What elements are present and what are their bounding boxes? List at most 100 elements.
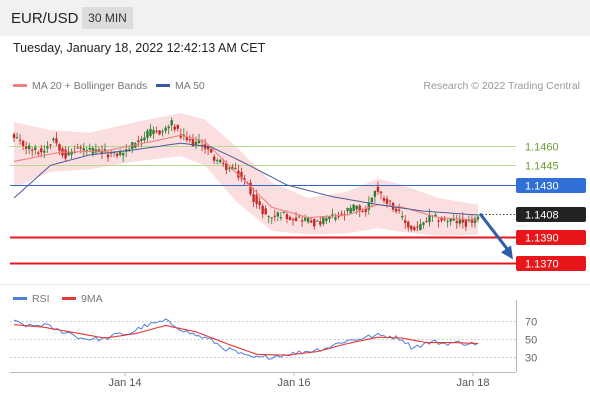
candle-body [267, 216, 270, 218]
candle-body [118, 151, 122, 155]
candle-body [273, 215, 277, 217]
candle-body [164, 127, 167, 131]
candle-body [228, 167, 231, 169]
candle-body [449, 218, 452, 222]
candle-body [179, 134, 182, 138]
candle-body [155, 131, 158, 133]
forecast-arrow-head [501, 245, 513, 260]
candle-body [58, 144, 61, 151]
candle-body [18, 139, 22, 141]
candle-body [115, 153, 119, 157]
candle-body [331, 214, 334, 216]
candle-body [21, 140, 25, 146]
legend-9ma-label: 9MA [81, 293, 103, 305]
candle-body [279, 217, 283, 219]
candle-body [452, 218, 455, 221]
ma20-swatch [13, 83, 27, 87]
candle-body [388, 200, 392, 202]
candle-body [382, 198, 386, 201]
ma20-line [13, 134, 479, 221]
legend-rsi: RSI [13, 293, 50, 305]
candle-body [404, 220, 407, 223]
candle-body [306, 218, 310, 223]
candle-body [161, 131, 164, 133]
candle-body [385, 198, 389, 204]
candle-body [185, 137, 189, 141]
candle-body [43, 150, 46, 153]
timeframe-button[interactable]: 30 MIN [82, 7, 133, 29]
candle-body [313, 218, 316, 227]
candle-body [30, 149, 34, 151]
level-tag-support [516, 230, 586, 245]
ma9-swatch [62, 296, 76, 300]
candle-body [349, 207, 352, 214]
candle-body [170, 120, 173, 126]
legend-9ma: 9MA [62, 293, 103, 305]
legend-ma20: MA 20 + Bollinger Bands [13, 80, 147, 92]
candle-body [428, 214, 431, 223]
candle-body [464, 219, 468, 227]
candle-body [209, 149, 213, 153]
candle-body [212, 156, 216, 161]
candle-body [419, 224, 422, 230]
legend-ma50-label: MA 50 [175, 80, 205, 92]
candle-body [340, 213, 343, 215]
candle-body [52, 138, 55, 141]
candle-body [458, 219, 462, 224]
candle-body [49, 144, 52, 146]
candle-body [215, 160, 219, 162]
candle-body [67, 151, 70, 156]
rsi-tick-label: 70 [525, 317, 537, 329]
ma50-swatch [156, 83, 170, 87]
ma50-line [13, 142, 479, 216]
candle-body [440, 217, 443, 221]
legend-rsi-label: RSI [32, 293, 50, 305]
candle-body [222, 162, 225, 164]
candle-body [400, 215, 404, 218]
candle-body [146, 130, 149, 138]
candle-body [158, 130, 161, 135]
level-label-resistance: 1.1445 [525, 161, 559, 173]
candle-body [364, 208, 367, 212]
candle-body [416, 226, 419, 228]
candle-body [64, 149, 67, 159]
candle-body [358, 205, 361, 211]
candle-body [397, 209, 401, 211]
candle-body [394, 208, 398, 212]
candle-body [143, 137, 146, 141]
candle-body [191, 138, 195, 147]
rsi-tick-label: 50 [525, 335, 537, 347]
candle-body [455, 221, 458, 224]
candle-body [470, 218, 474, 223]
candle-body [249, 182, 252, 195]
candle-body [234, 168, 237, 170]
candle-body [282, 211, 286, 213]
candle-body [243, 178, 246, 181]
time-tick-label: Jan 16 [277, 377, 310, 389]
candle-body [300, 220, 304, 222]
candle-body [291, 219, 295, 221]
candle-body [434, 214, 437, 217]
candle-body [285, 214, 289, 219]
candle-body [100, 150, 104, 154]
candle-body [27, 145, 31, 150]
candle-body [410, 225, 413, 230]
timestamp: Tuesday, January 18, 2022 12:42:13 AM CE… [13, 41, 266, 55]
candle-body [261, 205, 264, 214]
candle-body [73, 151, 76, 153]
candle-body [194, 141, 198, 145]
candle-body [376, 186, 380, 192]
candle-body [334, 217, 337, 220]
candle-body [34, 147, 37, 150]
candle-body [255, 194, 258, 204]
legend-ma20-label: MA 20 + Bollinger Bands [32, 80, 148, 92]
candle-body [316, 220, 319, 222]
candle-body [173, 126, 176, 130]
candle-body [446, 220, 449, 222]
candle-body [288, 217, 292, 220]
bollinger-band [14, 113, 478, 236]
candle-body [106, 154, 110, 158]
level-label-support: 1.1390 [525, 233, 559, 245]
candle-body [361, 210, 364, 212]
